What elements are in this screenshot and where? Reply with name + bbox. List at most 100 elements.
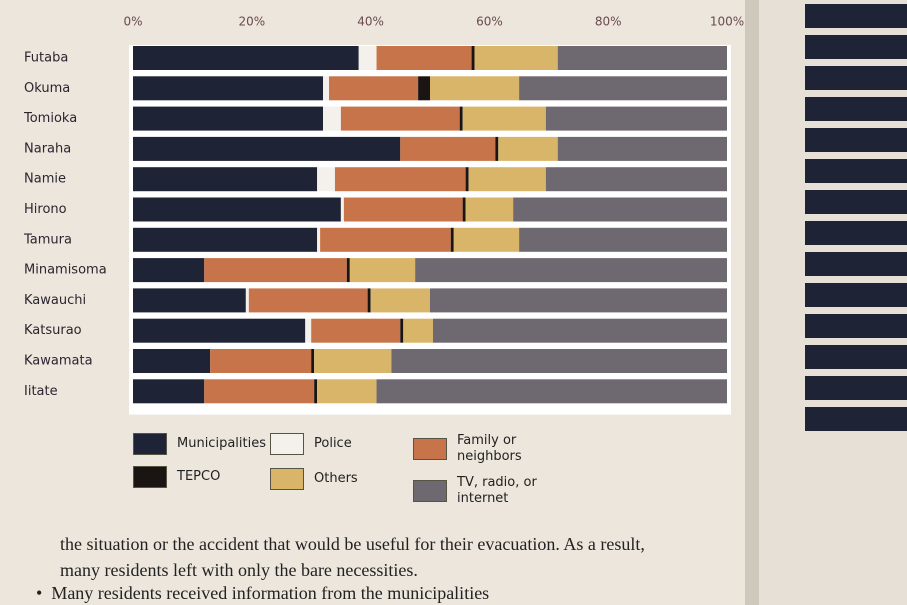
bar-segment: [418, 76, 430, 101]
next-page-bar: [805, 283, 907, 307]
page-gutter: [745, 0, 759, 605]
bar-segment: [415, 258, 727, 283]
bar-segment: [248, 288, 368, 313]
bar-segment: [133, 136, 401, 161]
y-tick-label: Namie: [24, 172, 66, 187]
x-tick-label: 0%: [123, 15, 142, 29]
bar-segment: [376, 46, 472, 70]
bar-segment: [340, 197, 344, 222]
y-tick-label: Tamura: [23, 232, 72, 247]
bar-segment: [545, 106, 727, 131]
bar-segment: [400, 318, 404, 343]
next-page-bar: [805, 35, 907, 59]
bar-segment: [465, 167, 469, 192]
bar-segment: [545, 167, 727, 192]
legend-label: Others: [314, 471, 358, 486]
bar-segment: [557, 136, 727, 161]
y-tick-label: Katsurao: [24, 323, 82, 338]
next-page-bar: [805, 66, 907, 90]
y-tick-label: Futaba: [24, 51, 68, 66]
legend-entry: Municipalities: [133, 433, 287, 455]
legend-label: Municipalities: [177, 436, 266, 451]
bar-segment: [513, 197, 727, 222]
legend-label: TV, radio, or internet: [457, 475, 537, 506]
next-page-bar: [805, 97, 907, 121]
legend-entry: Police: [270, 433, 424, 455]
bar-segment: [133, 318, 306, 343]
bar-segment: [314, 349, 392, 373]
legend-swatch: [133, 433, 167, 455]
bar-segment: [453, 227, 520, 252]
bar-segment: [133, 197, 341, 222]
bar-segment: [432, 318, 727, 343]
bar-segment: [459, 106, 463, 131]
bar-segment: [343, 197, 463, 222]
bar-segment: [317, 379, 377, 404]
bar-segment: [317, 167, 335, 192]
bar-segment: [519, 227, 727, 252]
next-page-bar: [805, 407, 907, 431]
bar-segment: [557, 46, 727, 70]
bar-segment: [391, 349, 727, 373]
bar-segment: [320, 227, 451, 252]
body-text: the situation or the accident that would…: [60, 534, 645, 554]
bar-segment: [133, 379, 205, 404]
bar-segment: [133, 106, 324, 131]
bar-segment: [346, 258, 350, 283]
bar-segment: [403, 318, 433, 343]
bar-segment: [323, 76, 330, 101]
bar-segment: [210, 349, 312, 373]
bar-segment: [314, 379, 318, 404]
legend-entry: TEPCO: [133, 466, 287, 488]
y-tick-label: Tomioka: [23, 111, 77, 126]
legend-swatch: [413, 438, 447, 460]
bar-segment: [468, 167, 546, 192]
bar-segment: [133, 167, 318, 192]
legend-swatch: [270, 433, 304, 455]
bar-segment: [358, 46, 377, 70]
legend-swatch: [413, 480, 447, 502]
bar-segment: [349, 258, 416, 283]
x-tick-label: 100%: [710, 15, 744, 29]
bar-segment: [305, 318, 312, 343]
body-text: • Many residents received information fr…: [36, 583, 489, 604]
bar-segment: [323, 106, 341, 131]
bar-segment: [245, 288, 249, 313]
bar-segment: [462, 197, 466, 222]
bar-segment: [465, 197, 514, 222]
bar-segment: [474, 46, 558, 70]
bar-segment: [334, 167, 466, 192]
next-page-bar: [805, 190, 907, 214]
legend-swatch: [270, 468, 304, 490]
next-page-bar: [805, 345, 907, 369]
bar-segment: [519, 76, 727, 101]
next-page-bar: [805, 376, 907, 400]
bar-segment: [376, 379, 727, 404]
bar-segment: [204, 379, 315, 404]
next-page-bar: [805, 314, 907, 338]
legend-label: TEPCO: [177, 469, 221, 484]
bar-segment: [340, 106, 460, 131]
x-tick-label: 60%: [476, 15, 503, 29]
y-tick-label: Minamisoma: [24, 263, 107, 278]
y-tick-label: Naraha: [24, 141, 71, 156]
bar-segment: [133, 258, 205, 283]
bar-segment: [430, 288, 727, 313]
bar-segment: [495, 136, 499, 161]
bullet: •: [36, 583, 52, 603]
bar-segment: [370, 288, 430, 313]
legend-swatch: [133, 466, 167, 488]
y-tick-label: Kawauchi: [24, 293, 86, 308]
legend-entry: Family or neighbors: [413, 433, 567, 465]
bar-segment: [133, 288, 246, 313]
bar-segment: [133, 46, 359, 70]
bar-segment: [204, 258, 347, 283]
y-tick-label: Okuma: [24, 81, 70, 96]
next-page-bar: [805, 128, 907, 152]
legend-label: Police: [314, 436, 352, 451]
next-page-bar: [805, 252, 907, 276]
legend-entry: Others: [270, 468, 424, 490]
bar-segment: [400, 136, 496, 161]
